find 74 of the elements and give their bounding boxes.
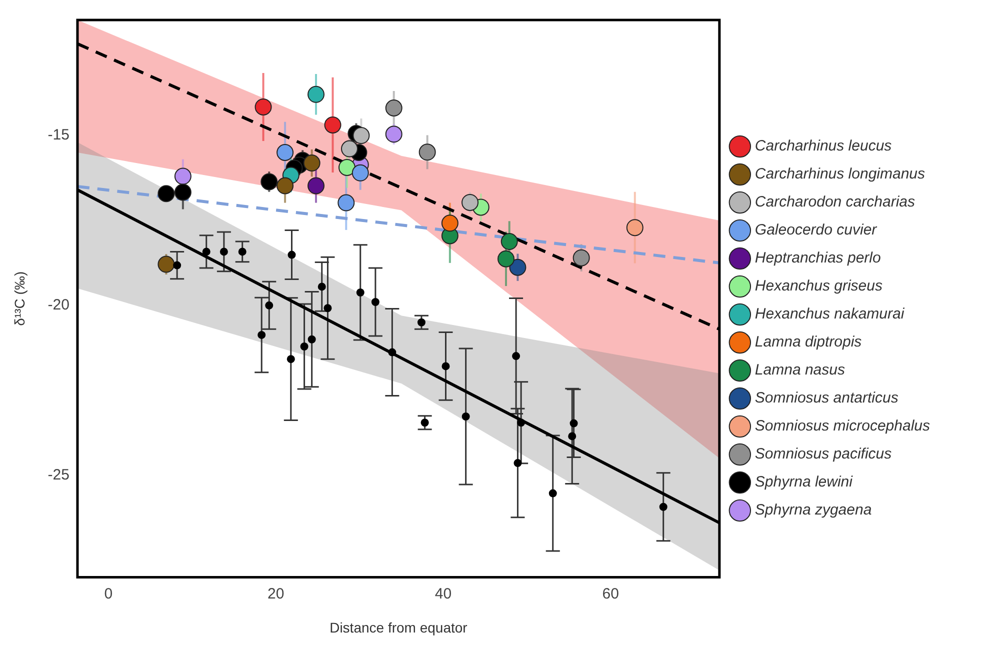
point bbox=[352, 164, 369, 182]
point bbox=[338, 158, 356, 176]
legend-label: Somniosus pacificus bbox=[754, 446, 892, 463]
point bbox=[385, 126, 402, 143]
legend-label: Lamna diptropis bbox=[754, 334, 862, 351]
legend-label: Heptranchias perlo bbox=[754, 250, 881, 267]
point bbox=[174, 184, 192, 201]
point bbox=[462, 412, 470, 420]
point bbox=[308, 86, 325, 103]
point bbox=[500, 233, 518, 250]
y-tick-label: -15 bbox=[48, 126, 70, 144]
legend-label: Galeocerdo cuvier bbox=[754, 222, 878, 239]
y-axis-title: δ¹³C (‰) bbox=[11, 271, 28, 326]
point bbox=[462, 194, 479, 211]
legend-label: Lamna nasus bbox=[754, 362, 846, 379]
x-tick-label: 0 bbox=[104, 585, 113, 602]
legend-label: Sphyrna lewini bbox=[754, 474, 854, 491]
point bbox=[158, 185, 175, 202]
point bbox=[238, 248, 246, 256]
point bbox=[517, 418, 526, 427]
point bbox=[371, 298, 380, 306]
point bbox=[659, 502, 668, 511]
point bbox=[442, 362, 450, 370]
x-axis-title: Distance from equator bbox=[330, 619, 468, 636]
point bbox=[324, 304, 332, 312]
point bbox=[509, 258, 526, 276]
point bbox=[318, 282, 326, 291]
point bbox=[356, 288, 364, 296]
legend-label: Somniosus antarticus bbox=[754, 390, 899, 407]
point bbox=[265, 301, 274, 310]
point bbox=[220, 248, 228, 256]
x-tick-label: 60 bbox=[602, 585, 619, 602]
point bbox=[340, 140, 358, 158]
point bbox=[626, 219, 644, 236]
point bbox=[498, 250, 514, 268]
point bbox=[254, 98, 272, 116]
point bbox=[548, 489, 557, 498]
point bbox=[388, 348, 396, 356]
point bbox=[352, 127, 370, 144]
point bbox=[276, 177, 294, 194]
point bbox=[514, 459, 522, 468]
legend-label: Carcharodon carcharias bbox=[754, 194, 916, 211]
point bbox=[202, 248, 210, 256]
point bbox=[258, 330, 266, 339]
legend-label: Carcharhinus longimanus bbox=[754, 166, 926, 183]
y-tick-label: -25 bbox=[48, 466, 70, 484]
point bbox=[158, 256, 175, 273]
point bbox=[385, 99, 402, 116]
point bbox=[568, 432, 576, 440]
legend-label: Hexanchus griseus bbox=[754, 278, 883, 295]
point bbox=[173, 261, 182, 270]
y-tick-label: -20 bbox=[48, 296, 70, 314]
x-tick-label: 20 bbox=[267, 585, 284, 602]
point bbox=[286, 355, 295, 364]
point bbox=[308, 177, 325, 194]
point bbox=[300, 342, 308, 351]
x-tick-label: 40 bbox=[434, 585, 452, 602]
legend-label: Carcharhinus leucus bbox=[754, 138, 892, 155]
legend-label: Somniosus microcephalus bbox=[754, 418, 930, 435]
point bbox=[324, 116, 342, 134]
point bbox=[288, 250, 296, 259]
point bbox=[174, 168, 192, 185]
legend-label: Sphyrna zygaena bbox=[754, 502, 872, 519]
point bbox=[418, 144, 436, 161]
point bbox=[572, 249, 590, 266]
point bbox=[512, 352, 520, 360]
point bbox=[276, 144, 294, 162]
point bbox=[308, 335, 316, 344]
point bbox=[570, 419, 578, 428]
point bbox=[303, 154, 320, 172]
point bbox=[260, 173, 278, 190]
legend-label: Hexanchus nakamurai bbox=[754, 306, 905, 323]
point bbox=[441, 214, 458, 232]
point bbox=[338, 194, 355, 212]
